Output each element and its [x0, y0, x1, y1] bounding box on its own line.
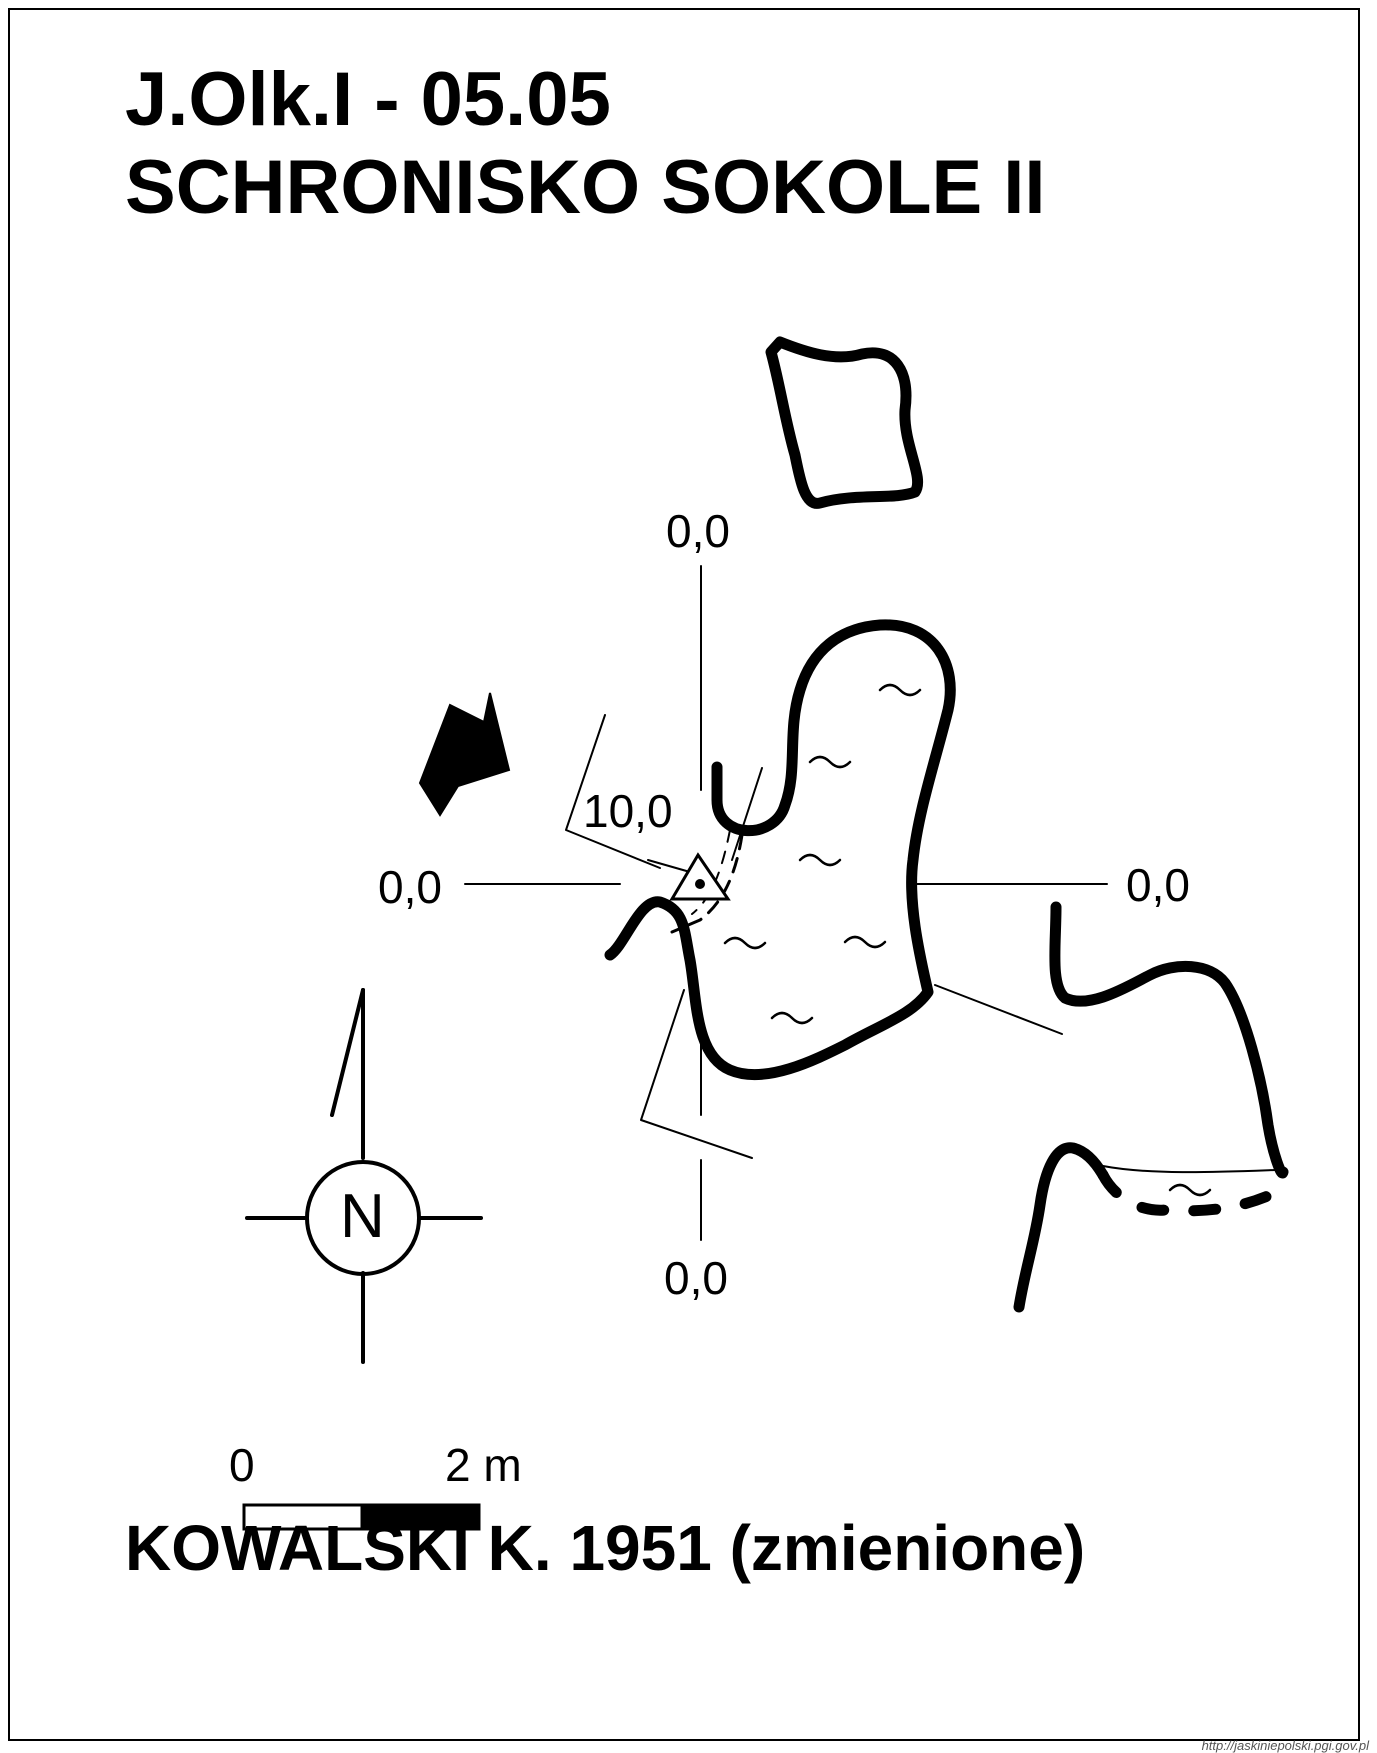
source-watermark: http://jaskiniepolski.pgi.gov.pl: [1201, 1738, 1369, 1753]
survey-station-icon: [669, 852, 731, 901]
profile-label-left: 0,0: [378, 861, 442, 913]
author-credit: KOWALSKI K. 1951 (zmienione): [125, 1512, 1086, 1584]
compass-north-letter: N: [340, 1182, 385, 1251]
lower-rock-outline: [1013, 1142, 1109, 1313]
plan-sheet: [8, 8, 1360, 1741]
scale-end-label: 2 m: [445, 1439, 522, 1491]
lower-rock-dashed-edge: [1097, 1169, 1276, 1217]
section-arrow-upper: [565, 714, 661, 869]
leader-line-center: [647, 859, 691, 873]
scale-bar-graphic: [242, 1503, 481, 1531]
scale-start-label: 0: [229, 1439, 255, 1491]
station-height-label: 10,0: [583, 785, 673, 837]
profile-label-bottom: 0,0: [664, 1252, 728, 1304]
entrance-arrow-icon: [418, 692, 511, 817]
leader-line-right: [934, 984, 1063, 1035]
cave-id-title: J.Olk.I - 05.05: [125, 57, 611, 142]
water-sign-icon: [723, 683, 1212, 1197]
cave-chamber-outline: [604, 619, 956, 1081]
leader-line-upper: [731, 767, 763, 861]
cave-name-title: SCHRONISKO SOKOLE II: [125, 145, 1046, 230]
section-arrow-lower: [640, 989, 753, 1159]
north-compass-icon: [245, 988, 483, 1364]
profile-label-top: 0,0: [666, 505, 730, 557]
right-rock-outline: [1049, 901, 1289, 1179]
lower-rock-water-line: [1102, 1165, 1276, 1174]
rock-outcrop-outline: [765, 336, 924, 509]
profile-label-right: 0,0: [1126, 859, 1190, 911]
